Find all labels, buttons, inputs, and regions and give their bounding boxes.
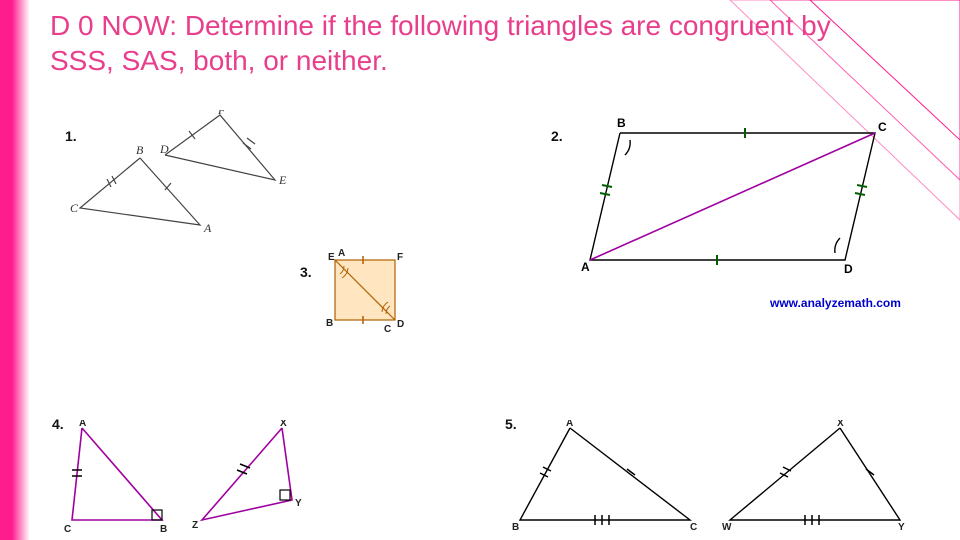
problem-3-label: 3. [300,264,312,280]
svg-text:A: A [203,221,212,235]
svg-text:B: B [512,522,519,533]
svg-text:F: F [397,252,403,263]
svg-text:F: F [217,110,226,117]
problem-4-diagram: A B C X Y Z [52,420,312,535]
problem-2-label: 2. [551,128,563,144]
svg-text:C: C [384,324,391,335]
svg-text:A: A [79,420,86,429]
svg-text:D: D [844,262,853,276]
svg-text:C: C [64,524,71,535]
svg-text:W: W [722,522,732,533]
svg-text:B: B [617,116,626,130]
problem-5-diagram: A B C X W Y [510,420,910,535]
svg-text:Z: Z [192,520,198,531]
svg-text:X: X [837,420,844,429]
svg-text:A: A [566,420,573,429]
svg-text:X: X [280,420,287,429]
left-accent [0,0,30,540]
svg-text:C: C [878,120,887,134]
svg-text:D: D [397,319,404,330]
slide-title: D 0 NOW: Determine if the following tria… [50,8,870,78]
svg-text:E: E [278,173,287,187]
problem-1-diagram: B D F C A E [70,110,290,240]
svg-text:A: A [581,260,590,274]
credit-text: www.analyzemath.com [770,296,901,310]
svg-text:B: B [160,524,167,535]
svg-text:E: E [328,252,335,263]
svg-text:D: D [159,142,169,156]
svg-text:B: B [326,318,333,329]
svg-text:Y: Y [898,522,905,533]
problem-3-diagram: E F B C D A [320,248,410,338]
svg-text:A: A [338,248,345,259]
svg-text:C: C [690,522,697,533]
svg-text:C: C [70,201,79,215]
svg-text:B: B [136,143,144,157]
svg-text:Y: Y [295,498,302,509]
problem-2-diagram: B C A D [575,115,905,285]
